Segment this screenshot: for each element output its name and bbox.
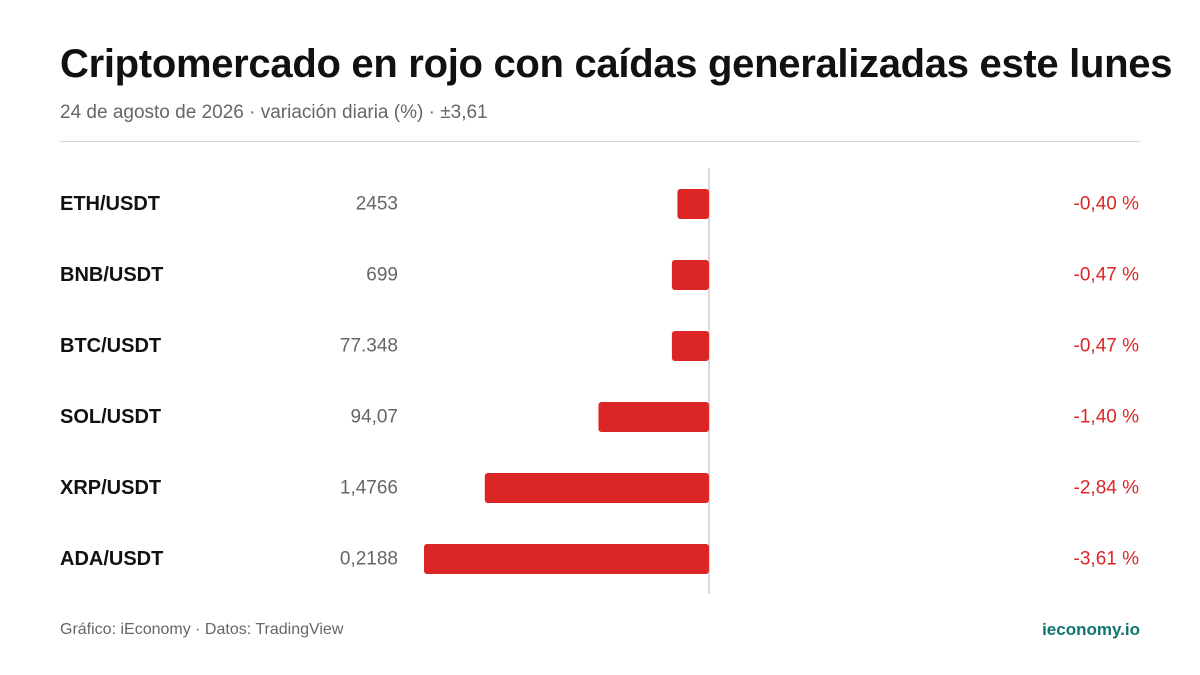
- value-label: -0,47 %: [1074, 265, 1140, 286]
- price-label: 699: [366, 265, 398, 286]
- value-label: -0,47 %: [1074, 336, 1140, 357]
- price-label: 1,4766: [340, 478, 398, 499]
- chart-title: Criptomercado en rojo con caídas general…: [60, 42, 1173, 86]
- category-label: ETH/USDT: [60, 193, 160, 215]
- value-label: -2,84 %: [1074, 478, 1140, 499]
- value-label: -3,61 %: [1074, 549, 1140, 570]
- category-label: BTC/USDT: [60, 335, 161, 357]
- price-label: 94,07: [350, 407, 398, 428]
- category-label: SOL/USDT: [60, 406, 161, 428]
- value-label: -0,40 %: [1074, 194, 1140, 215]
- bar: [671, 331, 709, 361]
- bar: [424, 544, 709, 574]
- category-label: XRP/USDT: [60, 477, 161, 499]
- bar: [598, 402, 709, 432]
- category-label: BNB/USDT: [60, 264, 163, 286]
- price-label: 77.348: [340, 336, 398, 357]
- bar: [671, 260, 709, 290]
- chart-subtitle: 24 de agosto de 2026 · variación diaria …: [60, 102, 488, 123]
- bar: [677, 189, 709, 219]
- price-label: 0,2188: [340, 549, 398, 570]
- price-label: 2453: [356, 194, 398, 215]
- bar: [484, 473, 709, 503]
- header-divider: [60, 141, 1140, 142]
- source-credit: Gráfico: iEconomy · Datos: TradingView: [60, 621, 344, 638]
- value-label: -1,40 %: [1074, 407, 1140, 428]
- category-label: ADA/USDT: [60, 548, 163, 570]
- brand-link[interactable]: ieconomy.io: [1042, 620, 1140, 639]
